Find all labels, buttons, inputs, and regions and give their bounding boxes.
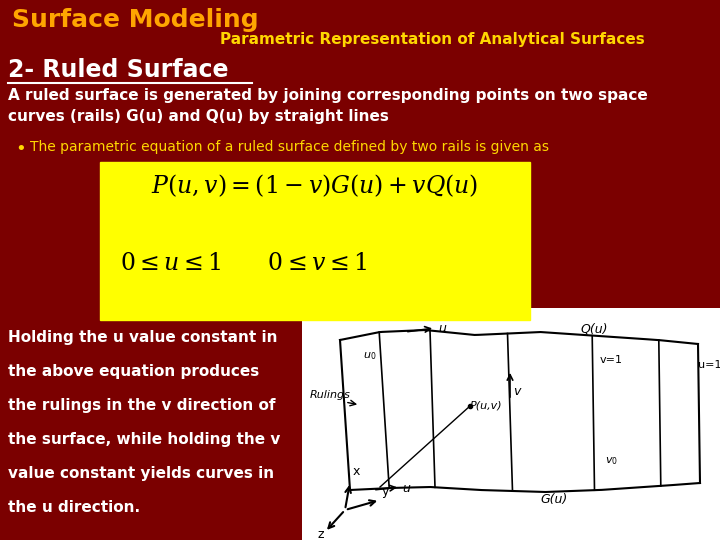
Text: Surface Modeling: Surface Modeling <box>12 8 258 32</box>
Text: G(u): G(u) <box>540 493 567 506</box>
Text: the surface, while holding the v: the surface, while holding the v <box>8 432 280 447</box>
Text: v=1: v=1 <box>600 355 623 365</box>
Text: 2- Ruled Surface: 2- Ruled Surface <box>8 58 228 82</box>
Text: P(u,v): P(u,v) <box>470 400 503 410</box>
Text: the rulings in the v direction of: the rulings in the v direction of <box>8 398 276 413</box>
Text: Holding the u value constant in: Holding the u value constant in <box>8 330 277 345</box>
Text: The parametric equation of a ruled surface defined by two rails is given as: The parametric equation of a ruled surfa… <box>30 140 549 154</box>
Text: $P(u,v) = (1-v)G(u) + vQ(u)$: $P(u,v) = (1-v)G(u) + vQ(u)$ <box>151 172 479 199</box>
Text: y: y <box>382 485 390 498</box>
Text: $u_0$: $u_0$ <box>363 350 377 362</box>
Text: v: v <box>513 385 521 398</box>
Text: Parametric Representation of Analytical Surfaces: Parametric Representation of Analytical … <box>220 32 644 47</box>
Text: value constant yields curves in: value constant yields curves in <box>8 466 274 481</box>
Text: $v_0$: $v_0$ <box>605 455 618 467</box>
Text: u=1: u=1 <box>698 360 720 370</box>
Text: z: z <box>317 528 323 540</box>
Text: Rulings: Rulings <box>310 390 351 400</box>
Text: Q(u): Q(u) <box>580 323 608 336</box>
Text: u: u <box>438 322 446 335</box>
Text: u: u <box>402 482 410 495</box>
Text: A ruled surface is generated by joining corresponding points on two space
curves: A ruled surface is generated by joining … <box>8 88 648 124</box>
Text: •: • <box>15 140 26 158</box>
Text: $0 \leq u \leq 1 \quad\quad 0 \leq v \leq 1$: $0 \leq u \leq 1 \quad\quad 0 \leq v \le… <box>120 252 367 275</box>
Text: x: x <box>353 465 361 478</box>
FancyBboxPatch shape <box>302 308 720 540</box>
Text: the above equation produces: the above equation produces <box>8 364 259 379</box>
FancyBboxPatch shape <box>100 162 530 320</box>
Text: the u direction.: the u direction. <box>8 500 140 515</box>
